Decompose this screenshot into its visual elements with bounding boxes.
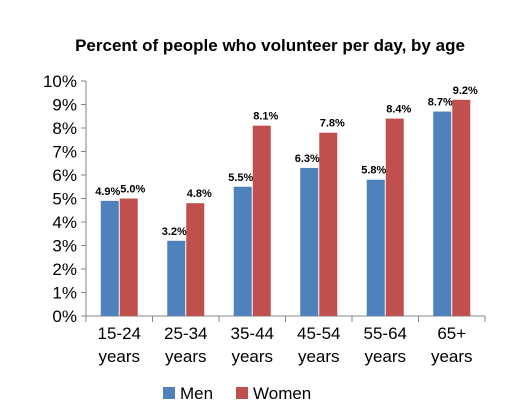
bar-men (167, 240, 186, 316)
legend-label-women: Women (253, 384, 311, 403)
data-label: 9.2% (453, 85, 478, 97)
chart-title: Percent of people who volunteer per day,… (75, 36, 465, 55)
y-tick-label: 2% (52, 260, 77, 279)
x-tick-label: 15-24 (98, 324, 141, 343)
bar-men (366, 179, 385, 316)
legend-swatch-men (163, 387, 175, 399)
y-tick-label: 10% (43, 72, 77, 91)
data-label: 6.3% (295, 153, 320, 165)
x-tick-label: 45-54 (297, 324, 340, 343)
data-label: 4.8% (187, 188, 212, 200)
data-label: 7.8% (320, 118, 345, 130)
y-tick-label: 7% (52, 143, 77, 162)
data-label: 8.7% (428, 97, 453, 109)
x-tick-label-line2: years (431, 347, 473, 366)
x-tick-label-line2: years (98, 347, 140, 366)
bar-women (119, 198, 138, 316)
bar-women (252, 125, 271, 317)
y-tick-label: 3% (52, 237, 77, 256)
y-tick-label: 5% (52, 190, 77, 209)
x-tick-label-line2: years (165, 347, 207, 366)
x-tick-label-line2: years (298, 347, 340, 366)
x-tick-label-line2: years (364, 347, 406, 366)
bar-women (385, 118, 404, 316)
data-label: 5.5% (228, 172, 253, 184)
y-tick-label: 0% (52, 307, 77, 326)
data-label: 8.1% (253, 111, 278, 123)
legend-label-men: Men (180, 384, 213, 403)
data-label: 5.8% (361, 165, 386, 177)
bar-men (233, 186, 252, 316)
x-tick-label: 55-64 (364, 324, 407, 343)
y-tick-label: 4% (52, 213, 77, 232)
bar-men (433, 111, 452, 316)
bar-men (100, 200, 119, 316)
bar-men (300, 167, 319, 316)
x-tick-label: 35-44 (231, 324, 274, 343)
legend-swatch-women (236, 387, 248, 399)
bar-women (452, 99, 471, 316)
legend: Men Women (163, 384, 311, 403)
data-label: 8.4% (386, 104, 411, 116)
data-label: 3.2% (162, 226, 187, 238)
x-tick-label: 25-34 (164, 324, 207, 343)
x-tick-label-line2: years (231, 347, 273, 366)
y-tick-label: 6% (52, 166, 77, 185)
x-tick-label: 65+ (437, 324, 466, 343)
plot-area: 0% 1% 2% 3% 4% 5% 6% 7% 8% 9% 10% 4.9% 5.0% 15-24 year… (43, 72, 486, 366)
data-label: 4.9% (95, 186, 120, 198)
data-label: 5.0% (120, 184, 145, 196)
bar-women (186, 203, 205, 316)
bar-women (319, 132, 338, 316)
y-tick-label: 8% (52, 119, 77, 138)
y-tick-label: 9% (52, 96, 77, 115)
y-tick-label: 1% (52, 284, 77, 303)
